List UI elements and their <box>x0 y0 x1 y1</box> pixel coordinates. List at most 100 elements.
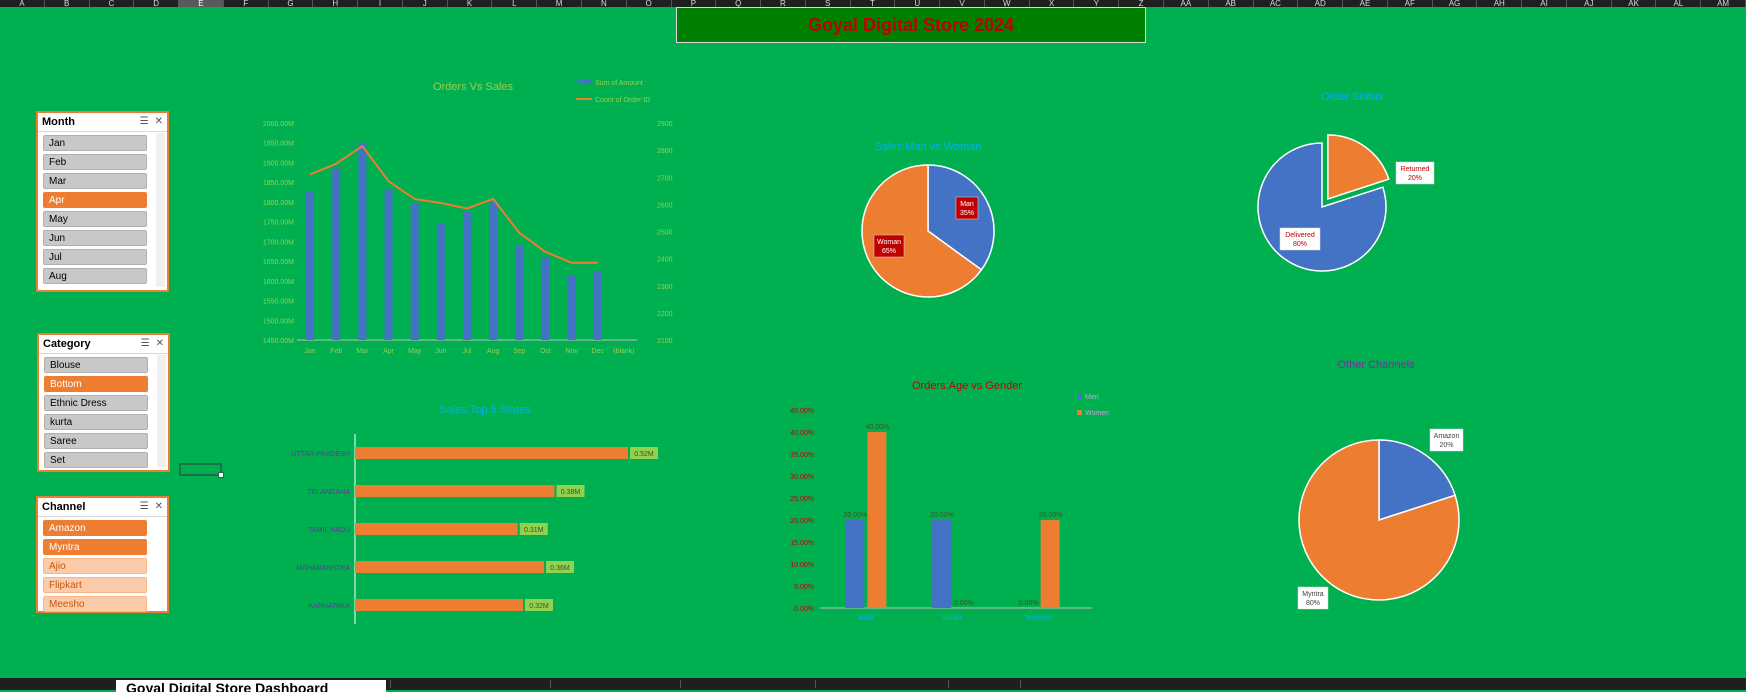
y-tick-label: 1650.00M <box>263 259 294 266</box>
slicer-scrollbar[interactable] <box>157 355 166 467</box>
column-header-ah[interactable]: AH <box>1477 0 1523 7</box>
column-header-w[interactable]: W <box>985 0 1030 7</box>
data-label: 20.00% <box>843 512 867 519</box>
column-header-ai[interactable]: AI <box>1522 0 1567 7</box>
slicer-item-myntra[interactable]: Myntra <box>43 539 147 555</box>
data-label-returned-text: 20% <box>1408 175 1422 182</box>
column-header-j[interactable]: J <box>403 0 448 7</box>
month-slicer[interactable]: Month ☰ ✕ Jan Feb Mar Apr May Jun Jul Aug <box>36 111 169 292</box>
column-header-r[interactable]: R <box>761 0 806 7</box>
slicer-scrollbar[interactable] <box>156 133 165 287</box>
chart-title: Sales:Top 5 States <box>439 404 531 416</box>
column-header-b[interactable]: B <box>45 0 90 7</box>
column-header-v[interactable]: V <box>940 0 985 7</box>
slicer-item-set[interactable]: Set <box>44 452 148 468</box>
slicer-title: Channel <box>42 501 86 513</box>
y2-tick-label: 2900 <box>657 121 673 128</box>
multi-select-icon[interactable]: ☰ <box>139 116 149 127</box>
column-header-ak[interactable]: AK <box>1612 0 1657 7</box>
sales-man-woman-chart[interactable]: Sales:Man vs Woman Man 35% Woman 65% <box>840 135 1090 305</box>
bar-sum-of-amount <box>593 270 602 340</box>
data-label-delivered-text: Delivered <box>1285 232 1315 239</box>
column-header-q[interactable]: Q <box>716 0 762 7</box>
slicer-item-amazon[interactable]: Amazon <box>43 520 147 536</box>
order-status-chart[interactable]: Order Status Returned 20% Delivered 80% <box>1240 85 1460 285</box>
slicer-item-may[interactable]: May <box>43 211 147 227</box>
data-label-delivered: Delivered 80% <box>1279 227 1321 251</box>
data-label: 0.36M <box>550 565 570 572</box>
slicer-item-jun[interactable]: Jun <box>43 230 147 246</box>
clear-filter-icon[interactable]: ✕ <box>154 116 163 127</box>
chart-title: Order Status <box>1321 91 1384 103</box>
slicer-item-blouse[interactable]: Blouse <box>44 357 148 373</box>
active-cell-selection[interactable] <box>179 463 224 478</box>
clear-filter-icon[interactable]: ✕ <box>155 338 164 349</box>
y-tick-label: MAHARASHTRA <box>296 565 350 572</box>
orders-age-gender-chart[interactable]: Orders:Age vs Gender 0.00% 5.00% 10.00% 15.0… <box>790 378 1109 628</box>
multi-select-icon[interactable]: ☰ <box>140 338 150 349</box>
column-header-aj[interactable]: AJ <box>1567 0 1612 7</box>
data-label-amazon: Amazon 20% <box>1429 428 1464 452</box>
slicer-item-kurta[interactable]: kurta <box>44 414 148 430</box>
column-header-z[interactable]: Z <box>1119 0 1164 7</box>
column-header-m[interactable]: M <box>537 0 582 7</box>
slicer-item-feb[interactable]: Feb <box>43 154 147 170</box>
x-tick-label: Nov <box>565 348 578 355</box>
orders-vs-sales-chart[interactable]: Orders Vs Sales 1450.00M 1500.00M 1550.00M 1… <box>250 70 673 360</box>
column-header-e[interactable]: E <box>179 0 224 7</box>
column-header-am[interactable]: AM <box>1701 0 1746 7</box>
column-header-t[interactable]: T <box>851 0 896 7</box>
y-tick-label: 1450.00M <box>263 338 294 345</box>
slicer-item-ethnic-dress[interactable]: Ethnic Dress <box>44 395 148 411</box>
data-label: 0.32M <box>529 603 549 610</box>
y-tick-label: 1550.00M <box>263 299 294 306</box>
column-header-p[interactable]: P <box>672 0 717 7</box>
sales-top-states-chart[interactable]: Sales:Top 5 States UTTAR PRADESH 0.52M TELA… <box>270 402 690 642</box>
slicer-item-aug[interactable]: Aug <box>43 268 147 284</box>
sheet-tab[interactable]: Goyal Digital Store Dashboard <box>116 680 386 692</box>
column-header-c[interactable]: C <box>90 0 135 7</box>
column-header-af[interactable]: AF <box>1388 0 1433 7</box>
y-tick-label: 1750.00M <box>263 220 294 227</box>
column-header-ae[interactable]: AE <box>1343 0 1388 7</box>
x-tick-label: Mar <box>356 348 369 355</box>
chart-svg: Sales:Top 5 States UTTAR PRADESH 0.52M TELA… <box>291 404 658 624</box>
column-header-h[interactable]: H <box>313 0 359 7</box>
y2-tick-label: 2100 <box>657 338 673 345</box>
column-header-s[interactable]: S <box>806 0 851 7</box>
category-slicer[interactable]: Category ☰ ✕ Blouse Bottom Ethnic Dress kurt… <box>37 333 170 472</box>
column-header-n[interactable]: N <box>582 0 627 7</box>
column-header-o[interactable]: O <box>627 0 672 7</box>
column-header-al[interactable]: AL <box>1656 0 1702 7</box>
column-header-ag[interactable]: AG <box>1433 0 1478 7</box>
slicer-item-jul[interactable]: Jul <box>43 249 147 265</box>
column-header-l[interactable]: L <box>492 0 538 7</box>
x-tick-label: Aug <box>487 348 500 355</box>
slicer-item-mar[interactable]: Mar <box>43 173 147 189</box>
column-header-f[interactable]: F <box>224 0 269 7</box>
column-header-a[interactable]: A <box>0 0 45 7</box>
other-channels-chart[interactable]: Other Channels Amazon 20% Myntra 80% <box>1280 355 1480 615</box>
clear-filter-icon[interactable]: ✕ <box>154 501 163 512</box>
slicer-item-apr[interactable]: Apr <box>43 192 147 208</box>
column-header-ad[interactable]: AD <box>1298 0 1344 7</box>
slicer-item-jan[interactable]: Jan <box>43 135 147 151</box>
column-header-g[interactable]: G <box>269 0 314 7</box>
column-header-k[interactable]: K <box>448 0 493 7</box>
column-header-i[interactable]: I <box>358 0 403 7</box>
column-header-ac[interactable]: AC <box>1254 0 1299 7</box>
channel-slicer[interactable]: Channel ☰ ✕ Amazon Myntra Ajio Flipkart Meesh… <box>36 496 169 613</box>
column-header-aa[interactable]: AA <box>1164 0 1209 7</box>
slicer-item-ajio[interactable]: Ajio <box>43 558 147 574</box>
column-header-x[interactable]: X <box>1030 0 1075 7</box>
slicer-item-bottom[interactable]: Bottom <box>44 376 148 392</box>
slicer-item-meesho[interactable]: Meesho <box>43 596 147 612</box>
bar-state <box>355 447 628 459</box>
column-header-ab[interactable]: AB <box>1209 0 1254 7</box>
column-header-u[interactable]: U <box>895 0 941 7</box>
column-header-y[interactable]: Y <box>1074 0 1120 7</box>
slicer-item-flipkart[interactable]: Flipkart <box>43 577 147 593</box>
column-header-d[interactable]: D <box>134 0 180 7</box>
multi-select-icon[interactable]: ☰ <box>139 501 149 512</box>
slicer-item-saree[interactable]: Saree <box>44 433 148 449</box>
